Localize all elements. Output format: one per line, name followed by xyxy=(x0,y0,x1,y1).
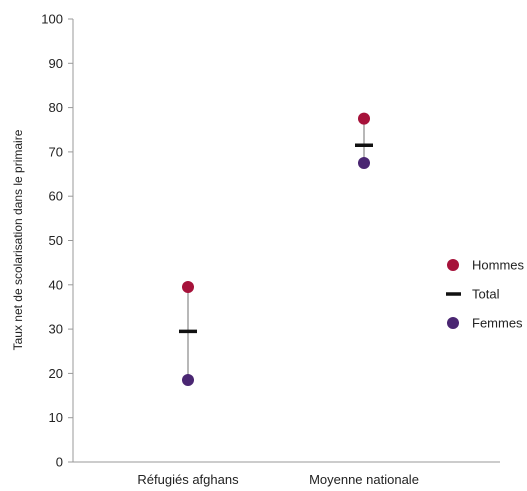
legend-label-femmes: Femmes xyxy=(472,316,523,331)
y-tick-label: 20 xyxy=(49,366,63,381)
data-marks xyxy=(179,112,373,387)
y-tick-label: 50 xyxy=(49,233,63,248)
point-femmes xyxy=(358,156,370,169)
legend-marker-femmes xyxy=(447,317,459,329)
y-tick-label: 70 xyxy=(49,144,63,159)
y-axis-title: Taux net de scolarisation dans le primai… xyxy=(11,129,25,350)
y-tick-label: 30 xyxy=(49,322,63,337)
y-tick-label: 60 xyxy=(49,189,63,204)
point-hommes xyxy=(182,281,194,294)
y-tick-label: 100 xyxy=(41,12,63,27)
x-category-label: Réfugiés afghans xyxy=(137,472,239,487)
y-tick-label: 0 xyxy=(56,455,63,470)
legend-label-total: Total xyxy=(472,287,500,302)
y-tick-label: 40 xyxy=(49,277,63,292)
y-ticks: 0 10 20 30 40 50 60 70 80 90 100 xyxy=(41,12,73,470)
y-tick-label: 80 xyxy=(49,100,63,115)
y-tick-label: 10 xyxy=(49,410,63,425)
legend: Hommes Total Femmes xyxy=(446,258,525,331)
x-category-label: Moyenne nationale xyxy=(309,472,419,487)
point-hommes xyxy=(358,112,370,125)
point-femmes xyxy=(182,374,194,387)
legend-label-hommes: Hommes xyxy=(472,258,525,273)
x-category-labels: Réfugiés afghans Moyenne nationale xyxy=(137,472,419,487)
legend-marker-hommes xyxy=(447,259,459,271)
y-tick-label: 90 xyxy=(49,56,63,71)
